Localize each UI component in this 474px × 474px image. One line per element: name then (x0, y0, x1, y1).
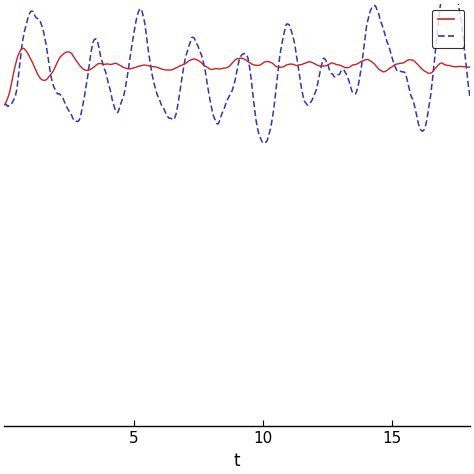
X-axis label: t: t (234, 452, 240, 470)
Legend: , : , (432, 10, 464, 47)
